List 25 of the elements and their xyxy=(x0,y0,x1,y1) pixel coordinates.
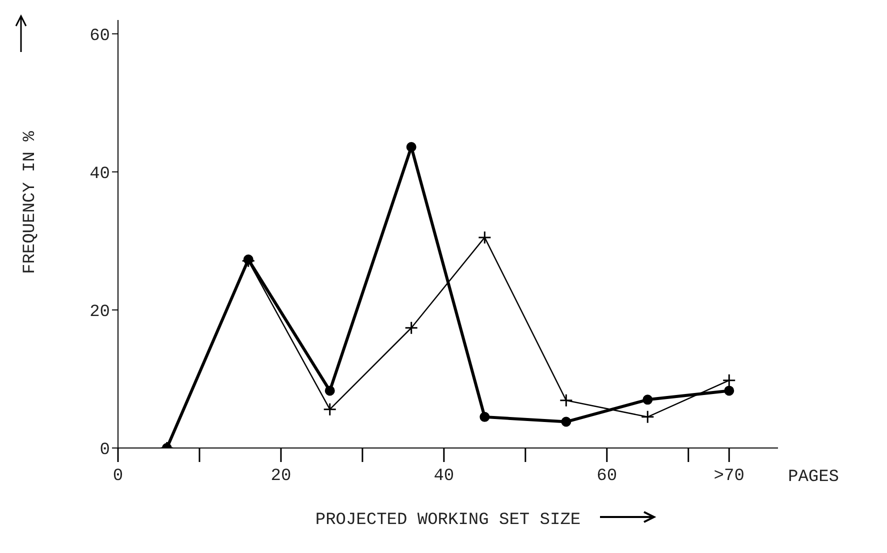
point xyxy=(404,321,418,335)
point xyxy=(561,416,572,427)
x-tick-label: 0 xyxy=(112,467,124,486)
x-tick-label: >70 xyxy=(714,467,744,486)
y-tick-label: 0 xyxy=(100,441,110,460)
point xyxy=(480,412,490,422)
point xyxy=(324,386,335,396)
y-tick-label: 20 xyxy=(90,302,110,322)
x-tick-label: 20 xyxy=(270,467,292,486)
point xyxy=(559,394,573,408)
point xyxy=(242,254,256,268)
y-axis-title: FREQUENCY IN % xyxy=(21,130,40,274)
x-tick-label: 40 xyxy=(434,467,454,486)
y-tick-label: 40 xyxy=(90,164,110,184)
point xyxy=(722,374,736,388)
point xyxy=(478,230,492,244)
text: PAGES xyxy=(788,468,840,487)
point xyxy=(323,402,337,416)
point xyxy=(640,410,654,424)
x-tick-label: 60 xyxy=(596,467,618,486)
point xyxy=(642,394,653,405)
point xyxy=(724,386,734,396)
y-tick-label: 60 xyxy=(90,26,110,46)
point xyxy=(406,142,416,152)
x-axis-title: PROJECTED WORKING SET SIZE xyxy=(315,511,581,530)
